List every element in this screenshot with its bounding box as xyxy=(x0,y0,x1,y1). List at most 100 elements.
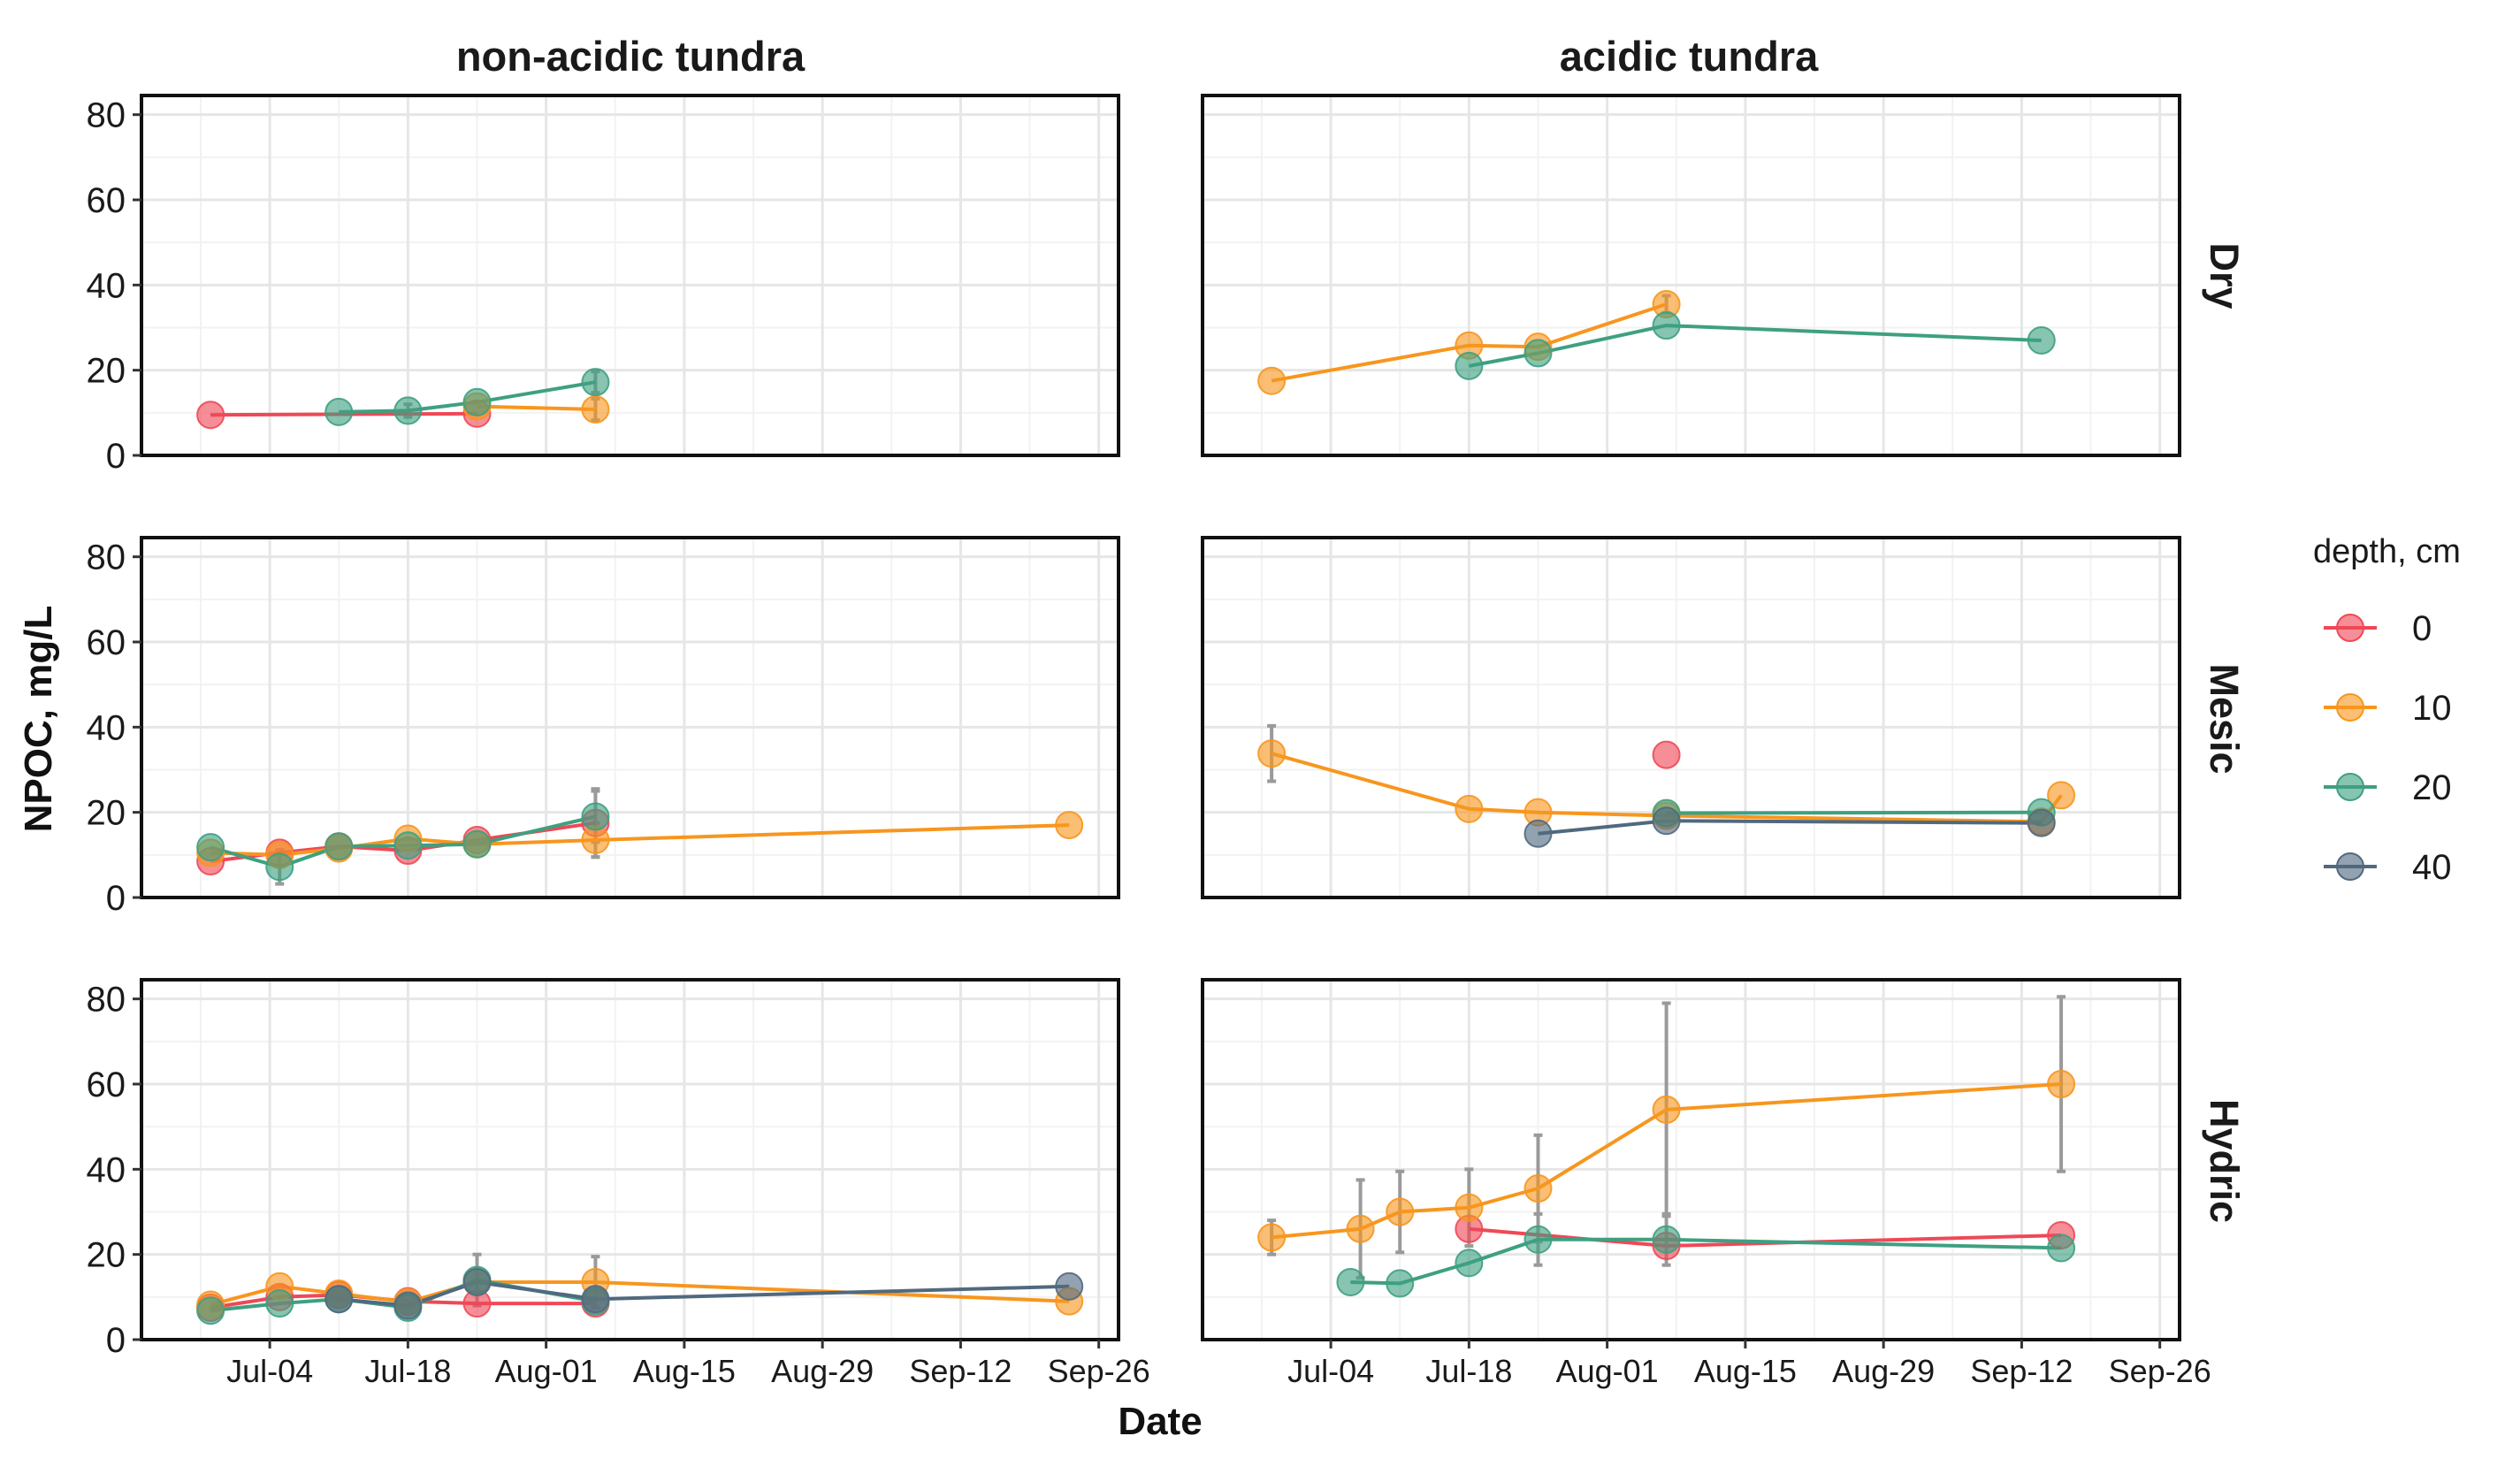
x-tick-label: Aug-15 xyxy=(633,1353,736,1389)
y-tick-label: 80 xyxy=(87,96,126,135)
data-point-depth-20 xyxy=(1386,1269,1415,1298)
data-point-depth-40 xyxy=(393,1291,423,1320)
data-point-depth-20 xyxy=(462,829,492,859)
y-tick-label: 60 xyxy=(87,181,126,220)
data-point-depth-10 xyxy=(1055,811,1084,840)
data-point-depth-10 xyxy=(581,394,610,424)
data-point-depth-40 xyxy=(581,1285,610,1314)
panel-background xyxy=(1203,95,2180,455)
legend-label-10: 10 xyxy=(2412,689,2452,728)
data-point-depth-10 xyxy=(1257,366,1287,395)
panel-border xyxy=(1201,536,2181,899)
data-point-depth-10 xyxy=(2047,1070,2076,1099)
panel-dry-1 xyxy=(1201,94,2181,457)
panel-mesic-1 xyxy=(1201,536,2181,899)
data-point-depth-20 xyxy=(393,396,423,425)
row-strip-hydric: Hydric xyxy=(2202,1099,2247,1223)
data-point-depth-40 xyxy=(1523,819,1553,848)
column-strip-non-acidic: non-acidic tundra xyxy=(456,33,806,80)
data-point-depth-20 xyxy=(581,368,610,397)
y-tick-label: 40 xyxy=(87,708,126,747)
data-point-depth-10 xyxy=(1257,1223,1287,1252)
panel-content xyxy=(1257,995,2076,1298)
legend: depth, cm 0 10 20 40 xyxy=(2313,533,2461,887)
legend-label-40: 40 xyxy=(2412,848,2452,887)
y-tick-label: 20 xyxy=(87,352,126,391)
data-point-depth-40 xyxy=(462,1267,492,1296)
series-line-depth-20 xyxy=(339,380,596,414)
y-axis-title: NPOC, mg/L xyxy=(17,606,60,833)
x-axis-title: Date xyxy=(1118,1400,1202,1443)
legend-title: depth, cm xyxy=(2313,533,2461,570)
x-tick-label: Jul-18 xyxy=(364,1353,451,1389)
data-point-depth-20 xyxy=(1455,351,1484,380)
panel-content xyxy=(196,1252,1084,1325)
x-tick-label: Jul-18 xyxy=(1425,1353,1512,1389)
series-line-depth-10 xyxy=(477,404,596,411)
row-strip-dry: Dry xyxy=(2202,242,2247,309)
panel-hydric-0: 0 20 40 60 80 Jul-04 Jul-18 Aug-01 Aug-15 Aug-29 S… xyxy=(87,978,1150,1389)
data-point-depth-20 xyxy=(1652,311,1681,340)
panel-background xyxy=(1203,538,2180,898)
data-point-depth-20 xyxy=(265,852,294,882)
y-tick-label: 40 xyxy=(87,1150,126,1189)
data-point-depth-10 xyxy=(2047,781,2076,810)
y-tick-label: 0 xyxy=(106,1321,126,1360)
data-point-depth-10 xyxy=(1386,1197,1415,1226)
data-point-depth-10 xyxy=(1523,1174,1553,1203)
x-tick-label: Jul-04 xyxy=(1287,1353,1374,1389)
panel-content xyxy=(1257,290,2056,395)
data-point-depth-20 xyxy=(265,1289,294,1318)
data-point-depth-40 xyxy=(1055,1272,1084,1301)
row-strip-mesic: Mesic xyxy=(2202,663,2247,774)
data-point-depth-0 xyxy=(196,401,225,430)
panel-border xyxy=(140,94,1120,457)
y-tick-label: 60 xyxy=(87,1066,126,1104)
data-point-depth-10 xyxy=(1257,739,1287,768)
panel-border xyxy=(140,536,1120,899)
data-point-depth-20 xyxy=(1523,1225,1553,1254)
data-point-depth-20 xyxy=(325,832,354,861)
y-tick-label: 60 xyxy=(87,623,126,662)
data-point-depth-0 xyxy=(1652,740,1681,769)
data-point-depth-40 xyxy=(325,1285,354,1314)
panel-border xyxy=(1201,978,2181,1341)
legend-keys xyxy=(2324,614,2377,881)
series-line-depth-20 xyxy=(1469,324,2042,368)
x-tick-label: Sep-26 xyxy=(1048,1353,1150,1389)
data-point-depth-10 xyxy=(1346,1214,1375,1243)
panels-layer: 0 20 40 60 80 0 20 40 60 80 0 20 40 60 80 Jul-04 Jul-18 A… xyxy=(87,94,2211,1389)
panel-dry-0: 0 20 40 60 80 xyxy=(87,94,1120,476)
data-point-depth-10 xyxy=(1455,794,1484,823)
data-point-depth-40 xyxy=(1652,806,1681,836)
y-tick-label: 80 xyxy=(87,539,126,577)
panel-background xyxy=(141,95,1119,455)
panel-border xyxy=(140,978,1120,1341)
data-point-depth-20 xyxy=(1652,1225,1681,1254)
x-tick-label: Jul-04 xyxy=(226,1353,313,1389)
legend-label-0: 0 xyxy=(2412,609,2432,648)
series-line-depth-10 xyxy=(1271,302,1668,383)
panel-mesic-0: 0 20 40 60 80 xyxy=(87,536,1120,918)
panel-background xyxy=(141,980,1119,1340)
y-tick-label: 40 xyxy=(87,266,126,305)
legend-key-point xyxy=(2336,693,2364,722)
x-tick-label: Sep-12 xyxy=(1970,1353,2073,1389)
data-point-depth-20 xyxy=(462,387,492,416)
y-tick-label: 0 xyxy=(106,879,126,918)
x-tick-label: Sep-12 xyxy=(909,1353,1012,1389)
y-tick-label: 80 xyxy=(87,981,126,1020)
data-point-depth-20 xyxy=(581,802,610,831)
series-line-depth-20 xyxy=(1666,810,2042,815)
legend-key-point xyxy=(2336,773,2364,801)
legend-key-point xyxy=(2336,614,2364,642)
panel-border xyxy=(1201,94,2181,457)
data-point-depth-20 xyxy=(393,831,423,860)
data-point-depth-20 xyxy=(1336,1267,1365,1296)
x-tick-label: Aug-01 xyxy=(495,1353,598,1389)
data-point-depth-20 xyxy=(2027,325,2056,355)
y-tick-label: 20 xyxy=(87,1236,126,1275)
legend-key-point xyxy=(2336,852,2364,881)
panel-hydric-1: Jul-04 Jul-18 Aug-01 Aug-15 Aug-29 Sep-12 Sep-… xyxy=(1201,978,2211,1389)
